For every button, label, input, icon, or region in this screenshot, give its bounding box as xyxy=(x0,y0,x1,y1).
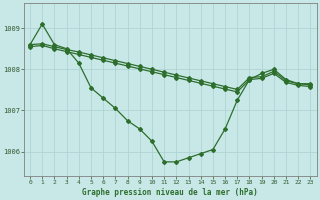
X-axis label: Graphe pression niveau de la mer (hPa): Graphe pression niveau de la mer (hPa) xyxy=(82,188,258,197)
